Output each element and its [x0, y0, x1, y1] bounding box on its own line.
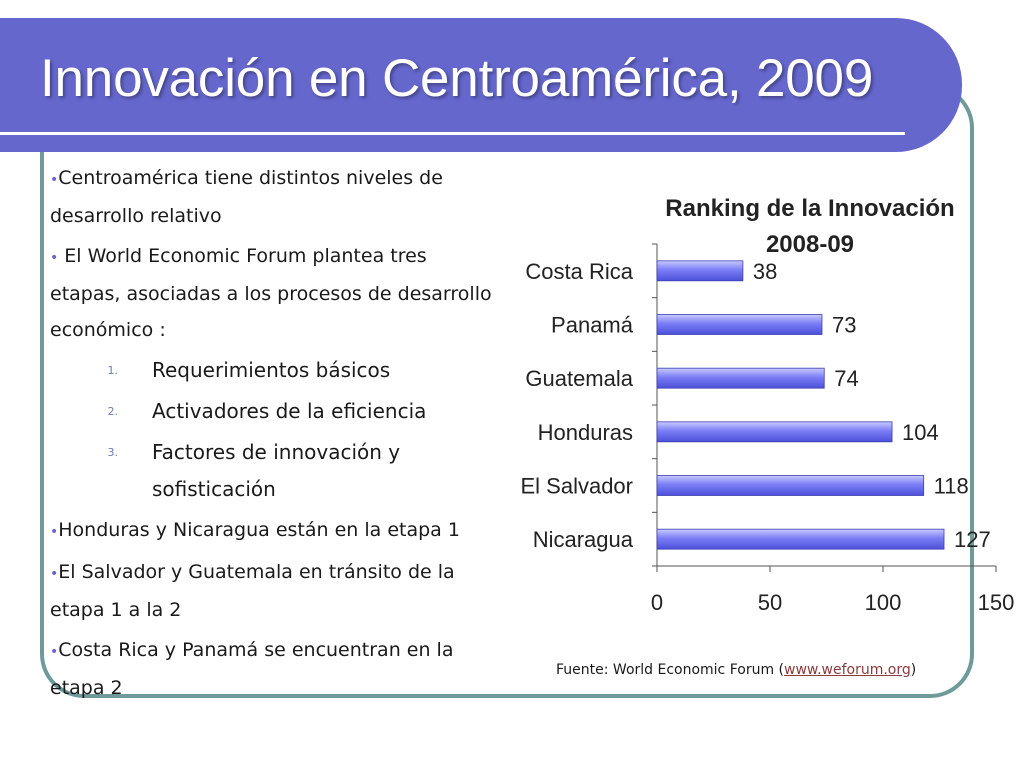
category-label: Panamá — [551, 313, 634, 338]
slide-title: Innovación en Centroamérica, 2009 — [40, 49, 874, 108]
category-label: Honduras — [538, 420, 633, 445]
x-tick-label: 50 — [758, 590, 782, 615]
source-note: Fuente: World Economic Forum (www.weforu… — [556, 662, 917, 678]
category-label: Guatemala — [525, 366, 633, 391]
bar — [656, 475, 925, 496]
bar — [656, 421, 893, 443]
title-banner — [0, 18, 962, 152]
bullet-item: •El Salvador y Guatemala en tránsito de … — [50, 561, 455, 621]
numbered-item: 2. Activadores de la eficiencia — [107, 399, 427, 423]
x-tick-label: 150 — [978, 590, 1015, 615]
bullet-item: • El World Economic Forum plantea tres e… — [50, 245, 492, 341]
slide-frame — [40, 84, 974, 698]
innovation-ranking-chart: Ranking de la Innovación 2008-09 0 50 100 1… — [496, 186, 1024, 626]
bullet-icon: • — [50, 566, 59, 582]
data-label: 127 — [954, 527, 991, 552]
title-underline — [0, 132, 905, 135]
bar — [656, 367, 825, 389]
plot-area: 0 50 100 150 Costa Rica 38 Panamá 73 Guatemala 74… — [520, 243, 1015, 615]
data-label: 38 — [753, 259, 777, 284]
chart-subtitle: 2008-09 — [766, 231, 854, 258]
x-tick-label: 100 — [865, 590, 902, 615]
chart-title: Ranking de la Innovación — [665, 195, 954, 222]
bullet-icon: • — [50, 172, 59, 188]
bullet-item: •Honduras y Nicaragua están en la etapa … — [50, 519, 460, 541]
bullet-icon: • — [50, 250, 59, 266]
category-label: El Salvador — [520, 474, 633, 499]
x-tick-label: 0 — [651, 590, 663, 615]
bar — [656, 260, 744, 282]
bullet-icon: • — [50, 524, 59, 540]
data-label: 118 — [934, 474, 969, 499]
category-label: Nicaragua — [533, 527, 634, 552]
numbered-item: 1. Requerimientos básicos — [107, 358, 391, 382]
bar — [656, 314, 823, 335]
bullet-item: •Costa Rica y Panamá se encuentran en la… — [50, 639, 454, 699]
bullet-list: •Centroamérica tiene distintos niveles d… — [50, 160, 495, 706]
bar — [656, 528, 945, 550]
data-label: 73 — [832, 313, 856, 338]
data-label: 74 — [834, 366, 858, 391]
numbered-item: 3. Factores de innovación y sofisticación — [107, 440, 401, 501]
chart-svg: Ranking de la Innovación 2008-09 0 50 100 1… — [520, 195, 1015, 615]
category-label: Costa Rica — [525, 259, 633, 284]
bullet-item: •Centroamérica tiene distintos niveles d… — [50, 167, 443, 227]
data-label: 104 — [902, 420, 939, 445]
source-link[interactable]: www.weforum.org — [784, 662, 911, 678]
bullet-icon: • — [50, 644, 59, 660]
